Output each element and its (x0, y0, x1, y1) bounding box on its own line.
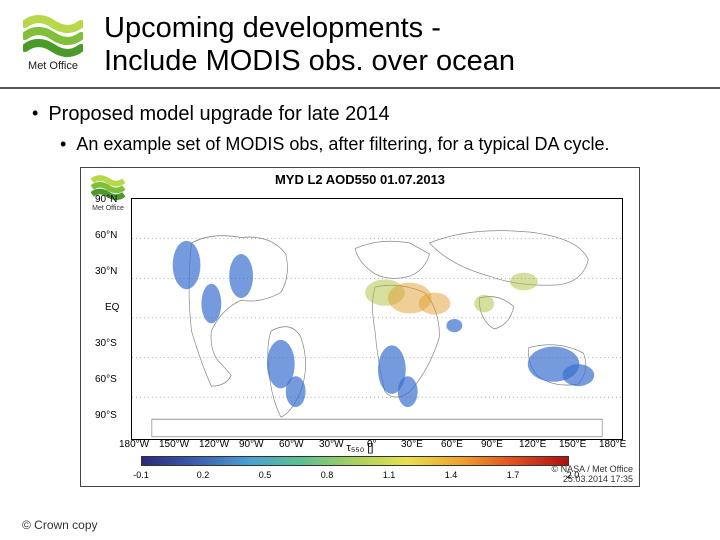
ylabel: 90°N (95, 194, 117, 205)
ylabel: 60°N (95, 230, 117, 241)
title-line1: Upcoming developments - (104, 12, 441, 44)
title-line2: Include MODIS obs. over ocean (104, 45, 515, 77)
ylabel: 60°S (95, 374, 117, 385)
ylabel: 90°S (95, 410, 117, 421)
ylabel: 30°S (95, 338, 117, 349)
slide-title: Upcoming developments - Include MODIS ob… (104, 12, 700, 79)
bullet-dot-icon: • (60, 134, 66, 156)
bullet2-text: An example set of MODIS obs, after filte… (76, 134, 609, 155)
met-office-logo: Met Office (18, 12, 88, 72)
figure-mini-logo-text: Met Office (91, 205, 125, 212)
copyright-text: © Crown copy (22, 518, 98, 532)
colorbar-tick: 1.7 (507, 470, 520, 480)
colorbar-tick: -0.1 (133, 470, 149, 480)
colorbar-tick: 0.2 (197, 470, 210, 480)
waves-icon (23, 12, 83, 58)
bullet-level2: • An example set of MODIS obs, after fil… (60, 134, 696, 156)
colorbar-tick: 1.1 (383, 470, 396, 480)
figure-footer: © NASA / Met Office 25.03.2014 17:35 (552, 464, 634, 484)
world-map (131, 198, 623, 440)
bullet-list: • Proposed model upgrade for late 2014 •… (0, 89, 720, 162)
colorbar-tick: 1.4 (445, 470, 458, 480)
colorbar-title: τ₅₅₀ [] (81, 442, 639, 454)
bullet-dot-icon: • (32, 103, 38, 125)
logo-text: Met Office (28, 60, 78, 72)
figure-title: MYD L2 AOD550 01.07.2013 (81, 172, 639, 187)
colorbar-tick: 0.5 (259, 470, 272, 480)
bullet-level1: • Proposed model upgrade for late 2014 (32, 103, 696, 126)
bullet1-text: Proposed model upgrade for late 2014 (48, 103, 389, 126)
ylabel: 30°N (95, 266, 117, 277)
colorbar (141, 456, 569, 466)
figure-container: Met Office MYD L2 AOD550 01.07.2013 90°N… (80, 167, 640, 487)
ylabel: EQ (105, 302, 119, 313)
colorbar-tick: 0.8 (321, 470, 334, 480)
